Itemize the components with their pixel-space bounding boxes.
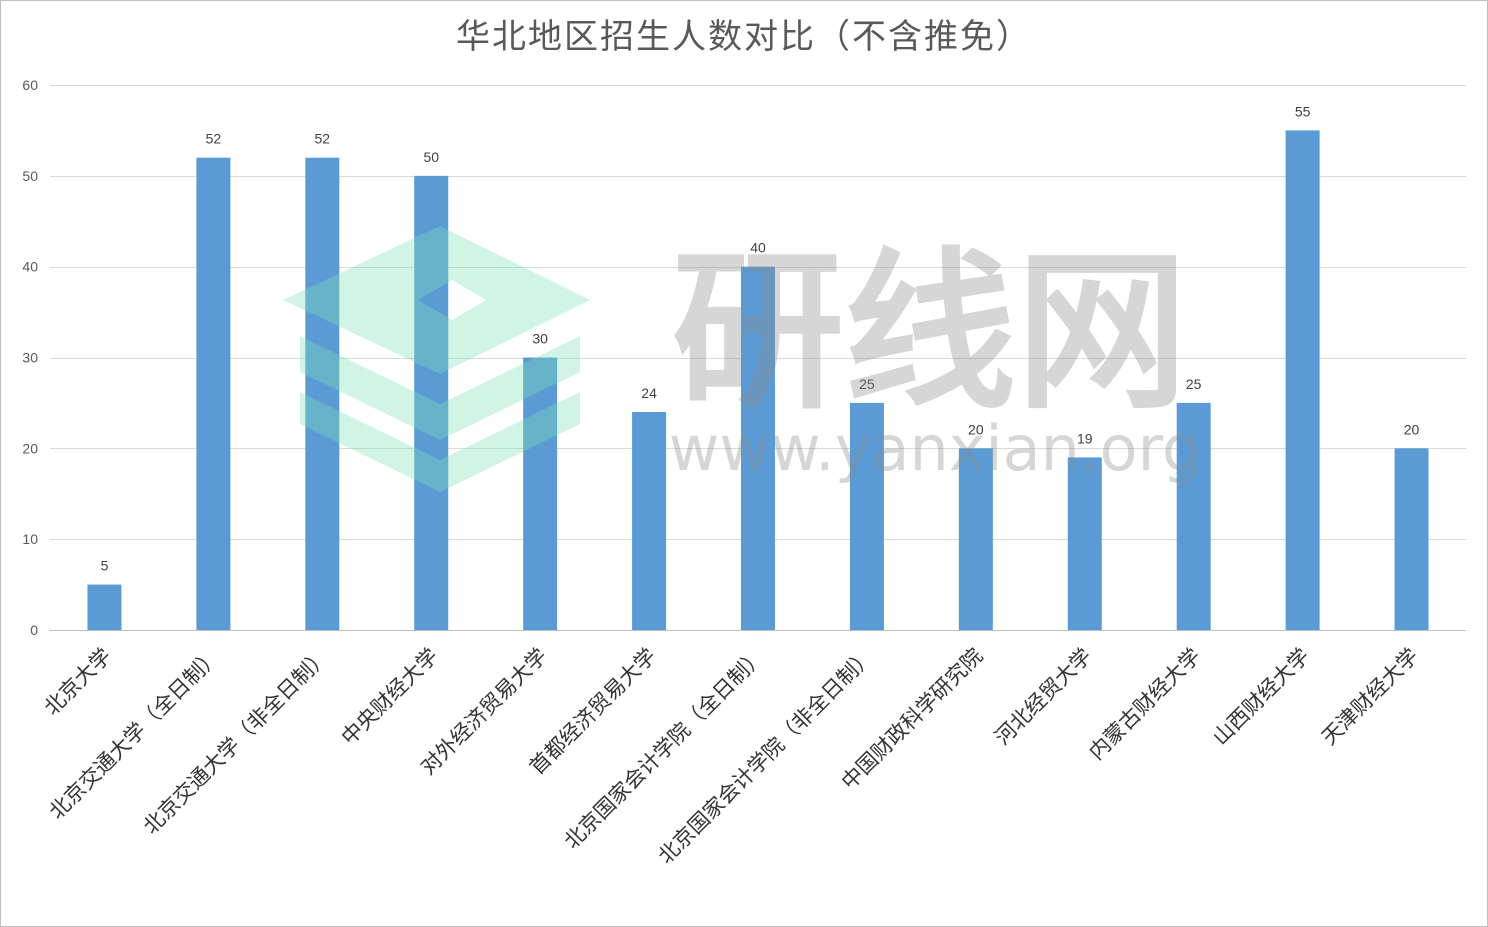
data-label-8: 25	[859, 376, 875, 392]
data-label-1: 5	[101, 558, 109, 574]
data-label-10: 19	[1077, 430, 1093, 446]
watermark: 研线网 www.yanxian.org	[283, 226, 1201, 492]
y-tick-label-50: 50	[22, 168, 38, 184]
data-label-13: 20	[1404, 421, 1420, 437]
bar-6	[632, 412, 667, 630]
bar-5	[523, 357, 558, 630]
y-tick-label-40: 40	[22, 259, 38, 275]
watermark-brand-text: 研线网	[672, 230, 1188, 433]
y-tick-label-0: 0	[30, 622, 38, 638]
chart-title: 华北地区招生人数对比（不含推免）	[456, 18, 1032, 56]
y-tick-label-10: 10	[22, 531, 38, 547]
y-tick-label-20: 20	[22, 440, 38, 456]
bar-10	[1067, 457, 1102, 630]
y-axis-tick-labels: 0 10 20 30 40 50 60	[22, 77, 38, 638]
watermark-url-text: www.yanxian.org	[669, 412, 1202, 485]
bar-11	[1176, 402, 1211, 630]
data-label-5: 30	[532, 331, 548, 347]
bar-12	[1285, 130, 1320, 630]
bar-1	[87, 584, 122, 630]
yanxian-logo-icon	[283, 226, 590, 492]
bar-3	[305, 157, 340, 630]
bar-4	[414, 175, 449, 631]
bar-7	[741, 266, 775, 630]
bar-13	[1394, 448, 1429, 630]
logo-chevron-lower	[300, 392, 580, 492]
bar-9	[958, 448, 993, 630]
y-tick-label-60: 60	[22, 77, 38, 93]
data-label-3: 52	[315, 131, 331, 147]
bars	[87, 130, 1429, 631]
data-label-4: 50	[423, 149, 439, 165]
data-labels: 5 52 52 50 30 24 40 25 20 19 25 55 20	[101, 103, 1420, 573]
data-label-11: 25	[1186, 376, 1202, 392]
data-label-2: 52	[206, 131, 222, 147]
data-label-12: 55	[1295, 103, 1311, 119]
data-label-6: 24	[641, 385, 657, 401]
logo-cap-shape	[283, 226, 590, 374]
data-label-7: 40	[750, 240, 766, 256]
data-label-9: 20	[968, 421, 984, 437]
logo-chevron-upper	[300, 336, 580, 440]
bar-8	[849, 402, 884, 630]
y-tick-label-30: 30	[22, 350, 38, 366]
bar-2	[196, 157, 231, 630]
